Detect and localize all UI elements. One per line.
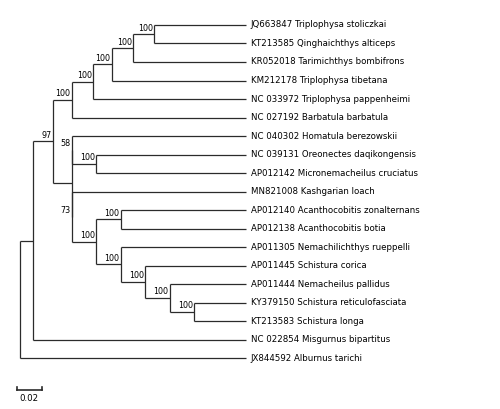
Text: NC 040302 Homatula berezowskii: NC 040302 Homatula berezowskii	[250, 132, 397, 141]
Text: 97: 97	[42, 131, 52, 140]
Text: 100: 100	[154, 288, 168, 297]
Text: 100: 100	[117, 38, 132, 47]
Text: KY379150 Schistura reticulofasciata: KY379150 Schistura reticulofasciata	[250, 298, 406, 307]
Text: 100: 100	[138, 24, 153, 33]
Text: 58: 58	[60, 139, 70, 148]
Text: NC 033972 Triplophysa pappenheimi: NC 033972 Triplophysa pappenheimi	[250, 94, 410, 103]
Text: 100: 100	[56, 89, 70, 98]
Text: AP012140 Acanthocobitis zonalternans: AP012140 Acanthocobitis zonalternans	[250, 206, 420, 215]
Text: 100: 100	[178, 301, 193, 310]
Text: AP012142 Micronemacheilus cruciatus: AP012142 Micronemacheilus cruciatus	[250, 169, 418, 178]
Text: JX844592 Alburnus tarichi: JX844592 Alburnus tarichi	[250, 354, 362, 363]
Text: NC 022854 Misgurnus bipartitus: NC 022854 Misgurnus bipartitus	[250, 335, 390, 344]
Text: NC 039131 Oreonectes daqikongensis: NC 039131 Oreonectes daqikongensis	[250, 150, 416, 159]
Text: 100: 100	[104, 254, 120, 263]
Text: KR052018 Tarimichthys bombifrons: KR052018 Tarimichthys bombifrons	[250, 58, 404, 67]
Text: 100: 100	[96, 54, 110, 63]
Text: KT213583 Schistura longa: KT213583 Schistura longa	[250, 317, 364, 326]
Text: NC 027192 Barbatula barbatula: NC 027192 Barbatula barbatula	[250, 113, 388, 122]
Text: AP011445 Schistura corica: AP011445 Schistura corica	[250, 261, 366, 270]
Text: 100: 100	[80, 231, 95, 240]
Text: AP011305 Nemachilichthys rueppelli: AP011305 Nemachilichthys rueppelli	[250, 243, 410, 252]
Text: 0.02: 0.02	[20, 393, 39, 402]
Text: AP012138 Acanthocobitis botia: AP012138 Acanthocobitis botia	[250, 224, 386, 233]
Text: 100: 100	[104, 209, 120, 218]
Text: 100: 100	[80, 153, 95, 162]
Text: JQ663847 Triplophysa stoliczkai: JQ663847 Triplophysa stoliczkai	[250, 20, 387, 29]
Text: 100: 100	[129, 271, 144, 280]
Text: 100: 100	[77, 71, 92, 80]
Text: KM212178 Triplophysa tibetana: KM212178 Triplophysa tibetana	[250, 76, 387, 85]
Text: AP011444 Nemacheilus pallidus: AP011444 Nemacheilus pallidus	[250, 280, 390, 289]
Text: 73: 73	[60, 206, 70, 215]
Text: MN821008 Kashgarian loach: MN821008 Kashgarian loach	[250, 187, 374, 196]
Text: KT213585 Qinghaichthys alticeps: KT213585 Qinghaichthys alticeps	[250, 39, 395, 48]
